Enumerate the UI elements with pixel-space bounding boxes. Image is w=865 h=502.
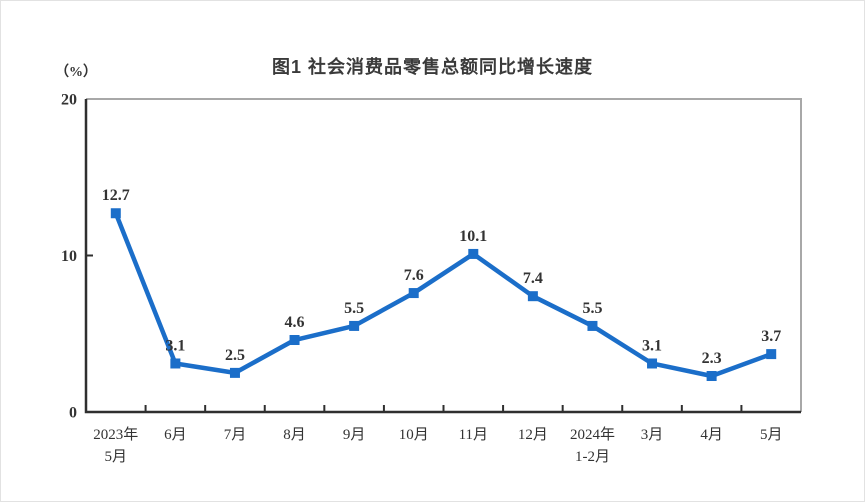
x-axis-category-label: 2023年 <box>93 426 138 443</box>
x-axis-category-label: 2024年 <box>570 426 615 443</box>
y-axis-tick-label: 10 <box>61 248 77 265</box>
x-axis-category-label: 5月 <box>105 449 128 465</box>
x-axis-category-label: 4月 <box>700 427 723 443</box>
x-axis-category-label: 11月 <box>459 427 488 443</box>
x-axis-category-label: 5月 <box>760 427 783 443</box>
x-axis-category-label: 3月 <box>641 427 664 443</box>
x-axis-category-label: 6月 <box>164 427 187 443</box>
data-point-marker <box>647 358 658 369</box>
data-point-marker <box>766 349 777 360</box>
data-point-value-label: 7.4 <box>523 270 543 287</box>
data-point-value-label: 5.5 <box>582 300 602 317</box>
x-axis-category-label: 10月 <box>399 427 429 443</box>
x-axis-category-label: 7月 <box>224 427 247 443</box>
data-point-value-label: 3.1 <box>642 337 662 354</box>
data-point-value-label: 10.1 <box>459 228 487 245</box>
y-axis-tick-label: 20 <box>61 92 77 109</box>
data-point-marker <box>527 291 538 302</box>
data-point-value-label: 4.6 <box>285 314 305 331</box>
data-point-value-label: 2.3 <box>702 350 722 367</box>
data-point-marker <box>170 358 181 369</box>
data-point-value-label: 7.6 <box>404 267 424 284</box>
x-axis-category-label: 1-2月 <box>575 449 610 465</box>
y-axis-tick-label: 0 <box>69 405 77 422</box>
plot-border <box>86 98 802 412</box>
x-axis-category-label: 9月 <box>343 427 366 443</box>
data-series-line <box>113 210 774 379</box>
data-point-marker <box>587 320 598 331</box>
data-point-value-label: 3.1 <box>165 337 185 354</box>
data-point-marker <box>706 371 717 382</box>
data-point-marker <box>349 320 360 331</box>
data-point-marker <box>229 367 240 378</box>
x-axis-category-label: 12月 <box>518 427 548 443</box>
x-axis-category-label: 8月 <box>283 427 306 443</box>
data-point-value-label: 5.5 <box>344 300 364 317</box>
data-point-marker <box>110 208 121 219</box>
data-point-marker <box>289 335 300 346</box>
data-point-value-label: 12.7 <box>102 187 130 204</box>
data-point-marker <box>408 288 419 299</box>
chart-title: 图1 社会消费品零售总额同比增长速度 <box>271 57 593 77</box>
y-axis-unit-label: （%） <box>55 65 97 80</box>
data-point-value-label: 3.7 <box>761 328 781 345</box>
data-point-marker <box>468 248 479 259</box>
data-point-value-label: 2.5 <box>225 347 245 364</box>
